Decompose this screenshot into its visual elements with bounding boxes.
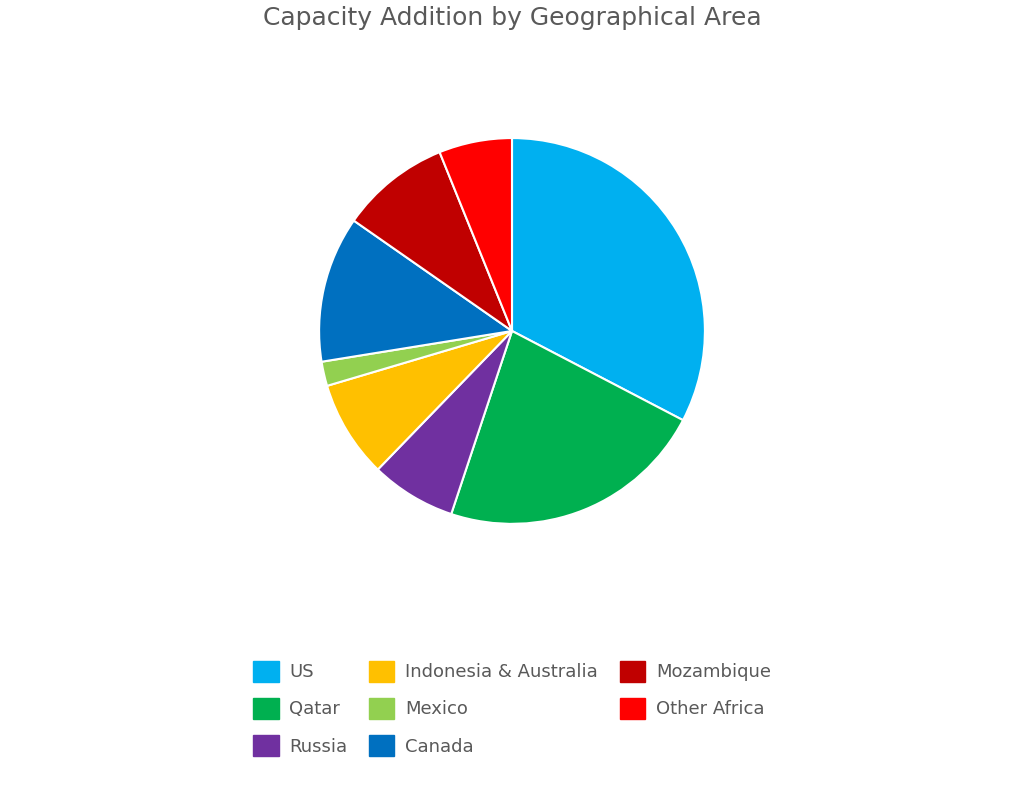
Wedge shape <box>512 138 705 420</box>
Wedge shape <box>452 331 683 524</box>
Wedge shape <box>439 138 512 331</box>
Wedge shape <box>319 221 512 362</box>
Wedge shape <box>378 331 512 514</box>
Title: Capacity Addition by Geographical Area: Capacity Addition by Geographical Area <box>263 6 761 30</box>
Legend: US, Qatar, Russia, Indonesia & Australia, Mexico, Canada, Mozambique, Other Afri: US, Qatar, Russia, Indonesia & Australia… <box>246 654 778 764</box>
Wedge shape <box>322 331 512 386</box>
Wedge shape <box>327 331 512 470</box>
Wedge shape <box>353 152 512 331</box>
